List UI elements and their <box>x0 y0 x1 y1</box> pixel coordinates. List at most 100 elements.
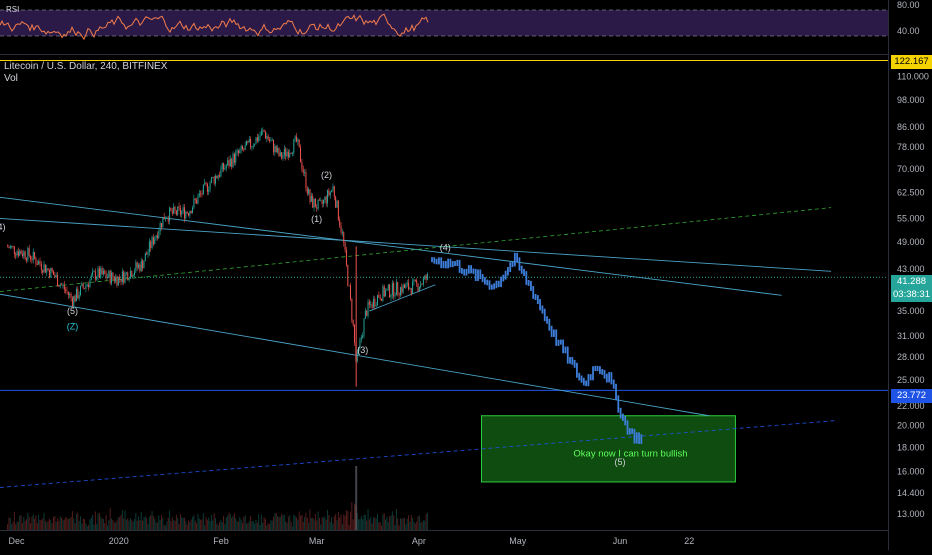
volume-bar <box>201 519 203 530</box>
candle-body <box>356 351 358 362</box>
candle-body <box>70 293 72 298</box>
volume-bar <box>348 524 350 530</box>
volume-bar <box>366 520 368 530</box>
volume-bar <box>275 512 277 530</box>
candle-body <box>345 249 347 265</box>
candle-body <box>358 347 360 352</box>
projection-bar <box>536 295 539 305</box>
volume-bar <box>27 512 29 530</box>
lower-trendline[interactable] <box>0 293 710 417</box>
volume-bar <box>262 522 264 530</box>
projection-bar <box>622 413 624 421</box>
projection-bar <box>557 339 560 346</box>
candle-body <box>27 247 29 261</box>
volume-bar <box>293 514 295 530</box>
candle-body <box>328 190 330 196</box>
volume-bar <box>237 521 239 530</box>
candle-body <box>112 272 114 278</box>
volume-bar <box>132 521 134 530</box>
candle-body <box>331 189 333 192</box>
candle-body <box>391 283 393 295</box>
candle-body <box>190 211 192 214</box>
wedge-lower-line[interactable] <box>369 284 436 312</box>
candle-body <box>347 264 349 286</box>
volume-bar <box>112 520 114 530</box>
volume-bar <box>297 519 299 530</box>
volume-bar <box>397 518 399 530</box>
wave-label: (4) <box>440 243 451 253</box>
y-tick-label: 25.000 <box>897 375 925 385</box>
volume-bar <box>167 517 169 530</box>
projection-bar <box>456 259 459 267</box>
candle-body <box>302 169 304 173</box>
x-tick-label: Jun <box>613 536 628 546</box>
candle-body <box>35 258 37 265</box>
candle-body <box>158 231 160 238</box>
candle-body <box>309 189 311 202</box>
volume-bar <box>279 516 281 530</box>
green-dashed-trendline[interactable] <box>0 207 832 292</box>
projection-bar <box>626 420 629 435</box>
candle-body <box>163 216 165 220</box>
projection-bar <box>477 269 479 282</box>
wave-label: (5) <box>615 457 626 467</box>
volume-bar <box>379 521 381 530</box>
volume-bar <box>232 515 234 530</box>
volume-bar <box>240 519 242 530</box>
volume-bar <box>200 519 202 530</box>
volume-bar <box>143 517 145 530</box>
upper-trendline[interactable] <box>0 218 832 272</box>
volume-bar <box>225 517 227 530</box>
candle-body <box>146 253 148 255</box>
candle-body <box>151 237 153 249</box>
volume-bar <box>305 512 307 530</box>
projection-bar <box>513 252 516 267</box>
candle-body <box>370 304 372 306</box>
volume-bar <box>362 519 364 530</box>
candle-body <box>19 250 21 256</box>
candle-body <box>63 284 65 290</box>
projection-bar <box>601 369 604 375</box>
volume-bar <box>131 519 133 530</box>
volume-bar <box>89 519 91 530</box>
candle-body <box>136 262 138 268</box>
candle-body <box>339 219 341 226</box>
rsi-label: RSI <box>6 5 19 14</box>
projection-bar <box>619 407 622 419</box>
projection-bar <box>493 283 496 290</box>
volume-bar <box>231 517 233 530</box>
volume-bar <box>317 511 319 530</box>
candle-body <box>286 151 288 157</box>
volume-bar <box>190 519 192 530</box>
projection-bar <box>488 280 491 290</box>
candle-body <box>69 293 71 296</box>
upper-trendline-2[interactable] <box>0 196 782 296</box>
candle-body <box>240 146 242 151</box>
projection-bar <box>438 257 440 265</box>
candle-body <box>129 270 131 279</box>
volume-bar <box>251 521 253 530</box>
candle-body <box>313 198 315 208</box>
volume-bar <box>378 522 380 530</box>
candle-body <box>264 131 266 139</box>
volume-bar <box>9 518 11 530</box>
candle-body <box>152 237 154 245</box>
candle-body <box>408 282 410 290</box>
candle-body <box>224 168 226 170</box>
volume-bar <box>381 525 383 530</box>
projection-bar <box>511 261 514 268</box>
projection-bar <box>603 369 606 379</box>
volume-bar <box>301 514 303 530</box>
candle-body <box>258 136 260 142</box>
projection-bar <box>534 293 537 300</box>
candle-body <box>406 282 408 285</box>
wave-label: (3) <box>357 345 368 355</box>
volume-bar <box>169 510 171 530</box>
candle-body <box>202 184 204 195</box>
candle-body <box>349 285 351 299</box>
volume-bar <box>123 518 125 530</box>
y-tick-label: 86.000 <box>897 122 925 132</box>
volume-bar <box>283 514 285 530</box>
